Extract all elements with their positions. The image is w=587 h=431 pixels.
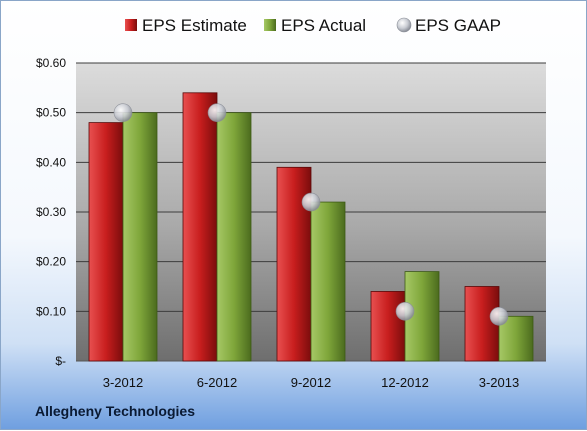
bar-estimate — [464, 286, 500, 362]
x-tick-label: 6-2012 — [197, 375, 237, 390]
y-tick-label: $0.20 — [36, 255, 66, 269]
bar-actual — [216, 112, 252, 362]
x-tick-label: 3-2012 — [103, 375, 143, 390]
bar-actual — [310, 201, 346, 362]
gaap-marker — [489, 306, 509, 326]
legend-swatch-gaap — [396, 17, 412, 33]
y-tick-label: $0.50 — [36, 106, 66, 120]
gaap-marker — [207, 103, 227, 122]
gaap-marker — [113, 103, 133, 122]
company-name: Allegheny Technologies — [35, 403, 195, 419]
y-tick-label: $0.60 — [36, 56, 66, 70]
bar-actual — [498, 315, 534, 362]
bar-estimate — [182, 92, 218, 362]
x-tick-label: 3-2013 — [479, 375, 519, 390]
x-tick-label: 9-2012 — [291, 375, 331, 390]
bar-estimate — [88, 122, 124, 362]
y-tick-label: $0.10 — [36, 304, 66, 318]
legend-label: EPS Estimate — [142, 16, 247, 35]
x-tick-label: 12-2012 — [381, 375, 429, 390]
legend-swatch-actual — [264, 19, 276, 31]
y-tick-label: $0.40 — [36, 155, 66, 169]
y-tick-label: $- — [55, 354, 66, 368]
bar-estimate — [370, 291, 406, 362]
y-tick-label: $0.30 — [36, 205, 66, 219]
bar-actual — [122, 112, 158, 362]
legend-swatch-estimate — [125, 19, 137, 31]
legend-label: EPS GAAP — [415, 16, 501, 35]
gaap-marker — [395, 302, 415, 321]
legend-label: EPS Actual — [281, 16, 366, 35]
gaap-marker — [301, 192, 321, 212]
